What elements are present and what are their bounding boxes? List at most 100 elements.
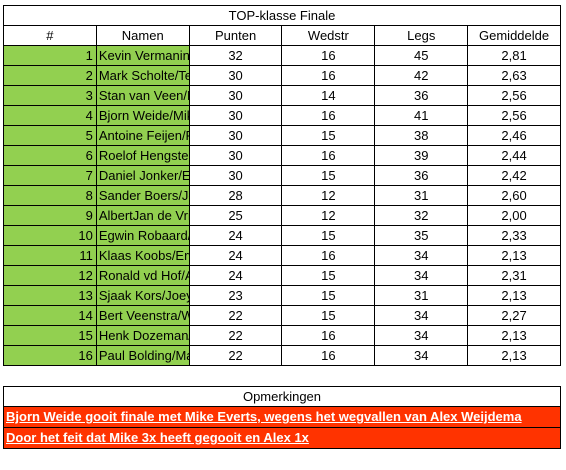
matches-cell: 16 [281, 245, 376, 266]
legs-cell: 34 [374, 245, 469, 266]
rank-cell: 12 [3, 265, 97, 286]
legs-cell: 38 [374, 125, 469, 146]
notes-title: Opmerkingen [3, 386, 561, 407]
rank-cell: 8 [3, 185, 97, 206]
rank-cell: 1 [3, 45, 97, 66]
rank-cell: 15 [3, 325, 97, 346]
rank-cell: 11 [3, 245, 97, 266]
rank-cell: 6 [3, 145, 97, 166]
average-cell: 2,42 [467, 165, 561, 186]
team-name-cell: Roelof Hengsteboer/Rafael Pit [95, 145, 190, 166]
legs-cell: 36 [374, 85, 469, 106]
points-cell: 24 [188, 225, 283, 246]
matches-cell: 12 [281, 185, 376, 206]
header-num: # [3, 25, 97, 46]
points-cell: 30 [188, 105, 283, 126]
matches-cell: 16 [281, 325, 376, 346]
standings-table: TOP-klasse Finale # Namen Punten Wedstr … [3, 5, 561, 366]
average-cell: 2,13 [467, 245, 561, 266]
average-cell: 2,56 [467, 85, 561, 106]
team-name-cell: Paul Bolding/Marco Benedictus [95, 345, 190, 366]
team-name-cell: Egwin Robaard/Nils Groenink [95, 225, 190, 246]
average-cell: 2,46 [467, 125, 561, 146]
matches-cell: 15 [281, 165, 376, 186]
points-cell: 22 [188, 325, 283, 346]
notes-table: Opmerkingen Bjorn Weide gooit finale met… [3, 386, 561, 449]
matches-cell: 16 [281, 105, 376, 126]
average-cell: 2,00 [467, 205, 561, 226]
average-cell: 2,33 [467, 225, 561, 246]
average-cell: 2,27 [467, 305, 561, 326]
legs-cell: 34 [374, 265, 469, 286]
points-cell: 23 [188, 285, 283, 306]
points-cell: 30 [188, 85, 283, 106]
average-cell: 2,81 [467, 45, 561, 66]
legs-cell: 32 [374, 205, 469, 226]
legs-cell: 31 [374, 285, 469, 306]
team-name-cell: Sander Boers/Johnny Boers [95, 185, 190, 206]
rank-cell: 7 [3, 165, 97, 186]
header-legs: Legs [374, 25, 469, 46]
notes-title-row: Opmerkingen [3, 386, 561, 407]
matches-cell: 15 [281, 225, 376, 246]
rank-cell: 2 [3, 65, 97, 86]
rank-cell: 13 [3, 285, 97, 306]
matches-cell: 16 [281, 145, 376, 166]
legs-cell: 42 [374, 65, 469, 86]
header-average: Gemiddelde [467, 25, 561, 46]
rank-cell: 5 [3, 125, 97, 146]
header-matches: Wedstr [281, 25, 376, 46]
average-cell: 2,44 [467, 145, 561, 166]
header-points: Punten [188, 25, 283, 46]
legs-cell: 31 [374, 185, 469, 206]
header-row: # Namen Punten Wedstr Legs Gemiddelde [3, 25, 561, 46]
points-cell: 25 [188, 205, 283, 226]
matches-cell: 16 [281, 45, 376, 66]
points-cell: 24 [188, 265, 283, 286]
rank-cell: 14 [3, 305, 97, 326]
legs-cell: 36 [374, 165, 469, 186]
team-name-cell: Ronald vd Hof/Andre Haandrikman [95, 265, 190, 286]
average-cell: 2,13 [467, 345, 561, 366]
header-name: Namen [95, 25, 190, 46]
points-cell: 30 [188, 145, 283, 166]
points-cell: 30 [188, 165, 283, 186]
points-cell: 22 [188, 345, 283, 366]
matches-cell: 16 [281, 65, 376, 86]
team-name-cell: Daniel Jonker/Ewoud Renes [95, 165, 190, 186]
note-text: Door het feit dat Mike 3x heeft gegooit … [3, 427, 561, 449]
points-cell: 32 [188, 45, 283, 66]
note-text: Bjorn Weide gooit finale met Mike Everts… [3, 406, 561, 428]
points-cell: 22 [188, 305, 283, 326]
rank-cell: 16 [3, 345, 97, 366]
points-cell: 30 [188, 125, 283, 146]
table-title: TOP-klasse Finale [3, 5, 561, 26]
matches-cell: 15 [281, 125, 376, 146]
team-name-cell: Bert Veenstra/Wesley Barelds [95, 305, 190, 326]
points-cell: 24 [188, 245, 283, 266]
team-name-cell: Bjorn Weide/Mike Everts [95, 105, 190, 126]
rank-cell: 10 [3, 225, 97, 246]
note-row: Bjorn Weide gooit finale met Mike Everts… [3, 406, 561, 428]
average-cell: 2,60 [467, 185, 561, 206]
team-name-cell: AlbertJan de Vries/Arnold Rijkeboer [95, 205, 190, 226]
rank-cell: 3 [3, 85, 97, 106]
rank-cell: 4 [3, 105, 97, 126]
legs-cell: 34 [374, 325, 469, 346]
legs-cell: 34 [374, 305, 469, 326]
legs-cell: 35 [374, 225, 469, 246]
average-cell: 2,63 [467, 65, 561, 86]
note-row: Door het feit dat Mike 3x heeft gegooit … [3, 427, 561, 449]
